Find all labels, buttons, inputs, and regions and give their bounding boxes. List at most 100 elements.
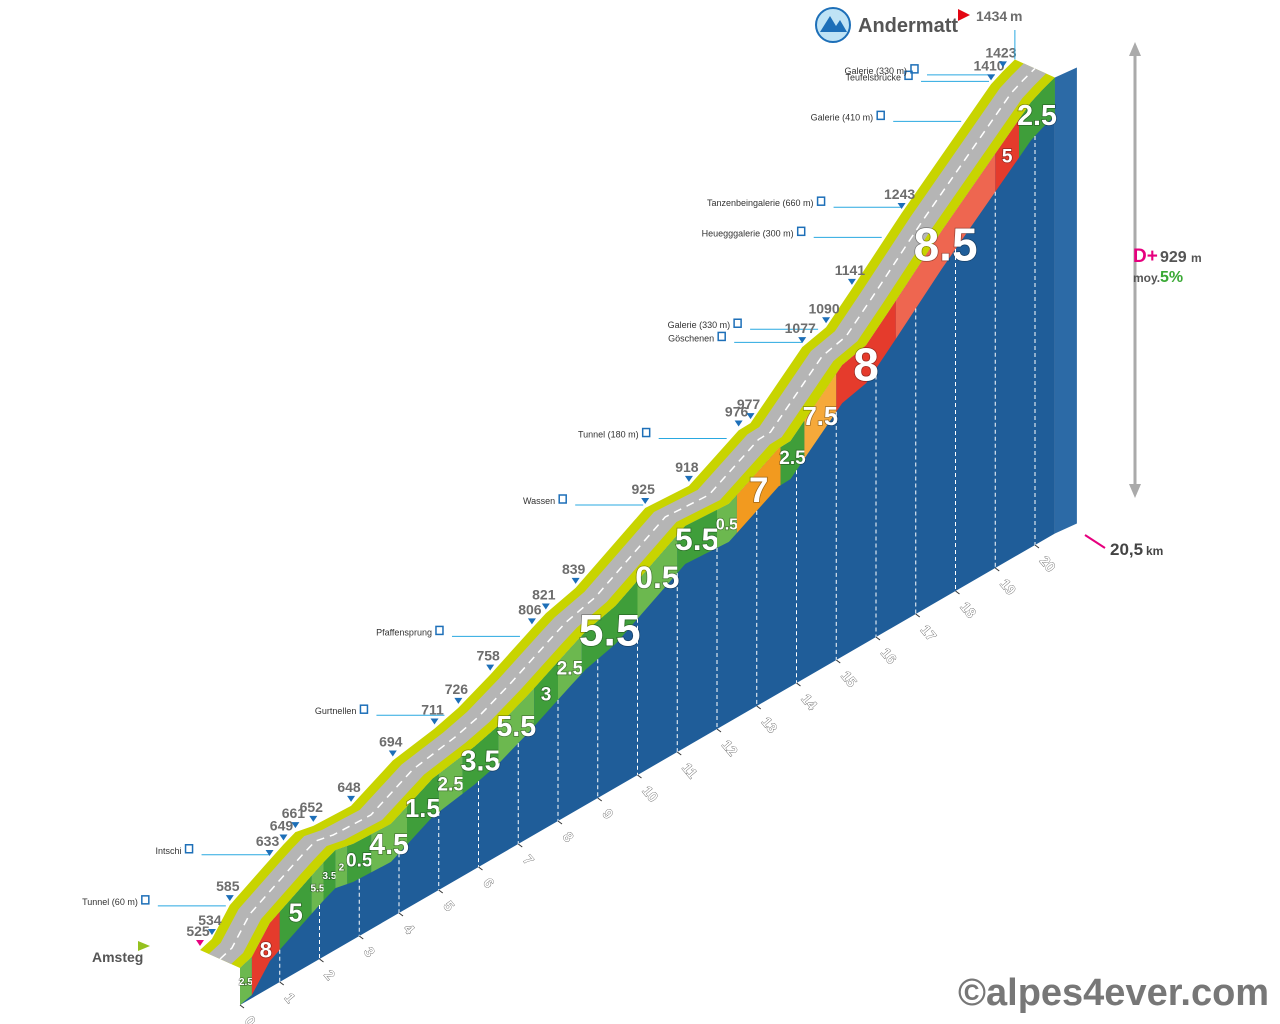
altitude-label: 1243 [884,186,915,202]
grade-segment [736,447,781,533]
distance-line [1084,534,1106,549]
grade-segment [240,957,252,1005]
altitude-label: 977 [737,396,761,412]
grade-label: 5.5 [496,711,536,743]
grade-segment [335,846,348,889]
grade-segment [534,661,558,727]
km-tick [1034,544,1040,549]
gain-label: D+ [1133,246,1158,267]
place-icon [359,704,369,714]
place-name: Galerie (330 m) [668,320,731,330]
altitude-marker [430,718,439,725]
grade-segment [717,495,737,548]
altitude-label: 918 [675,459,699,475]
km-tick [597,797,603,802]
grade-label: 5.5 [675,521,719,557]
grade-segment [581,580,638,674]
altitude-marker [291,822,300,829]
place-name: Galerie (410 m) [811,112,874,122]
altitude-label: 758 [476,648,500,664]
place-icon [796,226,806,237]
km-label: 8 [560,829,577,845]
km-label: 15 [838,668,860,690]
grade-segment [311,862,324,914]
gain-unit: m [1191,251,1202,265]
km-tick [716,728,722,733]
altitude-label: 1410 [973,57,1004,73]
altitude-marker [746,413,755,420]
km-label: 10 [639,783,661,805]
km-tick [239,1004,245,1009]
km-label: 1 [281,990,298,1006]
place-name: Tanzenbeingalerie (660 m) [707,198,814,208]
grade-segment [558,635,582,700]
place-icon [904,70,913,81]
km-tick [955,590,960,595]
grade-label: 5 [289,900,303,928]
km-label: 0 [242,1013,259,1024]
grade-segment [836,300,896,412]
altitude-marker [225,895,234,902]
km-label: 11 [679,760,701,782]
altitude-label: 648 [337,779,361,795]
grade-label: 2.5 [1017,100,1057,132]
altitude-marker [265,849,274,856]
avg-value: 5% [1160,269,1183,286]
avg-label: moy. [1133,271,1160,285]
altitude-unit: m [1010,8,1022,24]
place-icon [435,625,444,636]
grade-segment [407,774,439,845]
place-icon [816,196,826,206]
place-icon [558,494,567,504]
altitude-marker [684,475,693,482]
place-icon [876,110,885,121]
grade-segment [347,834,372,884]
grade-segment [780,420,805,486]
km-label: 12 [719,737,741,759]
grade-segment [677,509,717,574]
place-icon [641,427,651,438]
altitude-marker [347,795,356,802]
road-center-line [219,67,1036,960]
altitude-marker [847,278,856,285]
grade-label: 5 [1002,146,1013,167]
place-name: Göschenen [668,333,714,343]
place-name: Tunnel (180 m) [578,430,639,440]
km-tick [478,866,483,871]
profile-side [1054,67,1077,534]
km-label: 6 [480,875,497,891]
grade-label: 3.5 [322,871,336,882]
altitude-marker [541,603,550,610]
km-label: 14 [798,691,820,713]
altitude-label: 585 [216,878,240,894]
altitude-marker [822,317,831,324]
grade-label: 4.5 [369,829,409,861]
grade-label: 1.5 [405,795,440,823]
altitude-marker [571,577,580,584]
altitude-marker [309,815,318,822]
grade-label: 3.5 [461,745,501,777]
km-tick [319,958,324,963]
place-icon [141,895,150,905]
altitude-label: 1077 [785,320,816,336]
km-tick [279,981,285,986]
altitude-marker [207,928,216,935]
km-tick [358,935,364,940]
altitude-label: 633 [256,833,280,849]
km-tick [875,636,881,641]
grade-segment [995,119,1020,192]
km-label: 2 [321,967,338,983]
grade-segment [498,688,535,764]
distance-value: 20,5 [1110,540,1143,559]
altitude-label: 1090 [808,300,839,316]
km-label: 5 [440,898,457,914]
grade-label: 8.5 [914,218,978,270]
grade-segment [462,725,499,794]
km-tick [915,613,921,618]
km-label: 20 [1037,553,1059,575]
grade-segment [1019,77,1055,158]
km-tick [994,567,1000,572]
place-name: Heuegggalerie (300 m) [702,228,794,238]
start-flag [138,941,150,951]
altitude-marker [196,940,204,946]
